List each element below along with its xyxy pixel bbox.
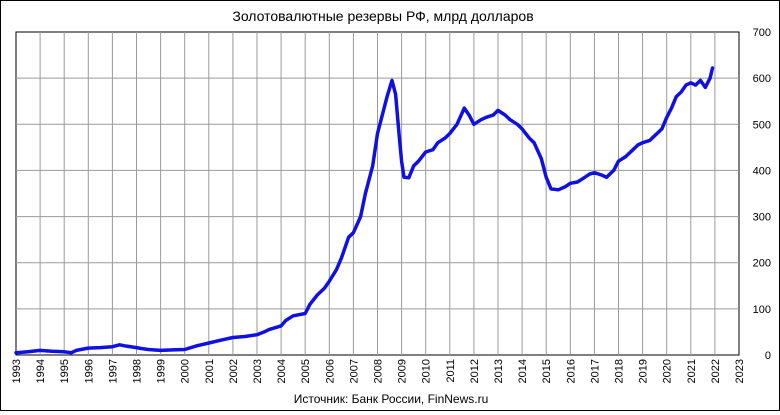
y-tick-label: 600 (753, 73, 771, 85)
x-tick-label: 2015 (541, 359, 553, 383)
series-line (14, 66, 715, 355)
x-tick-label: 2020 (662, 359, 674, 383)
x-tick-label: 1998 (132, 359, 144, 383)
x-tick-label: 2010 (421, 359, 433, 383)
grid-layer (16, 32, 739, 355)
tick-layer: 1993 1994 1995 1996 1997 1998 1999 2000 2001 2002… (11, 27, 771, 383)
x-tick-label: 1999 (156, 359, 168, 383)
x-tick-label: 2018 (614, 359, 626, 383)
chart-source: Источник: Банк России, FinNews.ru (294, 392, 489, 406)
x-tick-label: 2011 (445, 359, 457, 383)
x-tick-label: 2006 (324, 359, 336, 383)
x-tick-label: 2007 (348, 359, 360, 383)
y-tick-label: 400 (753, 165, 771, 177)
x-tick-label: 2014 (517, 359, 529, 383)
y-tick-label: 100 (753, 304, 771, 316)
x-tick-label: 2009 (397, 359, 409, 383)
x-tick-label: 2013 (493, 359, 505, 383)
x-tick-label: 2019 (638, 359, 650, 383)
y-tick-label: 200 (753, 258, 771, 270)
x-tick-label: 2022 (710, 359, 722, 383)
y-tick-label: 0 (765, 350, 771, 362)
x-tick-label: 2021 (686, 359, 698, 383)
x-tick-label: 2002 (228, 359, 240, 383)
x-tick-label: 2001 (204, 359, 216, 383)
x-tick-label: 1996 (83, 359, 95, 383)
x-tick-label: 2012 (469, 359, 481, 383)
line-layer (14, 66, 715, 355)
x-tick-label: 1997 (107, 359, 119, 383)
x-tick-label: 2016 (565, 359, 577, 383)
x-tick-label: 2017 (589, 359, 601, 383)
y-tick-label: 700 (753, 27, 771, 39)
x-tick-label: 1993 (11, 359, 23, 383)
x-tick-label: 2008 (373, 359, 385, 383)
y-tick-label: 500 (753, 119, 771, 131)
x-tick-label: 2023 (734, 359, 746, 383)
y-tick-label: 300 (753, 212, 771, 224)
x-tick-label: 2004 (276, 359, 288, 383)
x-tick-label: 2000 (180, 359, 192, 383)
x-tick-label: 2003 (252, 359, 264, 383)
x-tick-label: 1994 (35, 359, 47, 383)
x-tick-label: 1995 (59, 359, 71, 383)
x-tick-label: 2005 (300, 359, 312, 383)
chart-title: Золотовалютные резервы РФ, млрд долларов (232, 8, 533, 24)
